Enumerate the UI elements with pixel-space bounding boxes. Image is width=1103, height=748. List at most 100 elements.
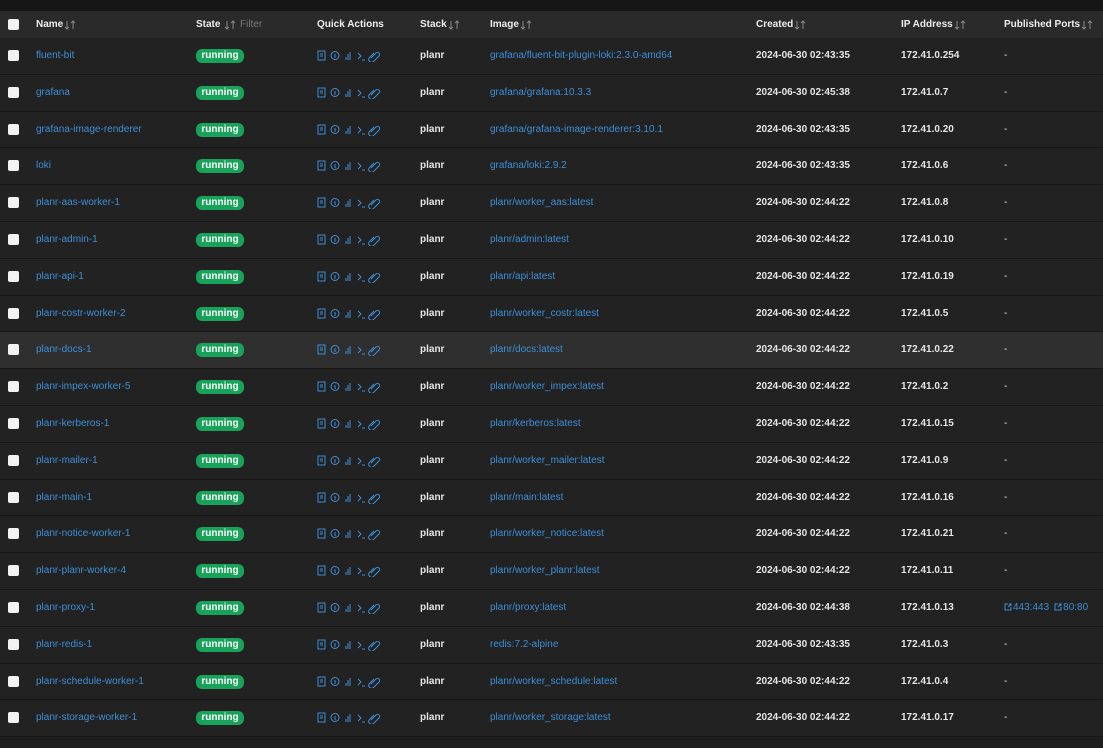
- quick-action-icons[interactable]: [317, 528, 381, 541]
- image[interactable]: planr/worker_impex:latest: [490, 381, 604, 393]
- row-checkbox[interactable]: [8, 491, 19, 503]
- image[interactable]: planr/api:latest: [490, 270, 556, 282]
- row-checkbox[interactable]: [8, 270, 19, 282]
- quick-action-icons[interactable]: [317, 160, 381, 173]
- image[interactable]: planr/worker_storage:latest: [490, 712, 611, 724]
- row-checkbox[interactable]: [8, 86, 19, 98]
- row-checkbox[interactable]: [8, 418, 19, 429]
- ports-header[interactable]: Published Ports: [1004, 19, 1081, 30]
- select-all-checkbox[interactable]: [8, 19, 19, 30]
- container-name[interactable]: planr-proxy-1: [36, 602, 95, 613]
- container-name[interactable]: planr-mailer-1: [36, 454, 98, 466]
- quick-action-icons[interactable]: [317, 418, 381, 430]
- container-name[interactable]: planr-admin-1: [36, 234, 98, 245]
- container-name[interactable]: planr-api-1: [36, 270, 84, 282]
- image[interactable]: planr/worker_notice:latest: [490, 528, 604, 540]
- image[interactable]: redis:7.2-alpine: [490, 638, 559, 650]
- external-link-icon: [1054, 603, 1062, 611]
- row-checkbox[interactable]: [8, 234, 19, 245]
- quick-action-icons[interactable]: [317, 271, 381, 283]
- created: 2024-06-30 02:44:22: [756, 381, 850, 393]
- quick-action-icons[interactable]: [317, 712, 381, 725]
- quick-action-icons[interactable]: [317, 344, 381, 357]
- sort-icon[interactable]: [224, 20, 236, 30]
- published-port[interactable]: 443:443: [1013, 602, 1050, 613]
- container-name[interactable]: loki: [36, 160, 52, 172]
- image[interactable]: planr/admin:latest: [490, 234, 569, 245]
- ip-header[interactable]: IP Address: [901, 19, 953, 30]
- row-checkbox[interactable]: [8, 454, 19, 466]
- created: 2024-06-30 02:44:22: [756, 454, 850, 466]
- quick-action-icons[interactable]: [317, 676, 381, 688]
- container-name[interactable]: planr-planr-worker-4: [36, 565, 127, 577]
- image[interactable]: planr/docs:latest: [490, 344, 563, 356]
- quick-action-icons[interactable]: [317, 455, 381, 467]
- image[interactable]: planr/main:latest: [490, 491, 564, 503]
- container-name[interactable]: planr-schedule-worker-1: [36, 675, 144, 687]
- container-name[interactable]: planr-impex-worker-5: [36, 381, 131, 393]
- quick-action-icons[interactable]: [317, 50, 381, 62]
- row-checkbox[interactable]: [8, 123, 19, 135]
- image[interactable]: planr/worker_aas:latest: [490, 197, 594, 209]
- quick-action-icons[interactable]: [317, 234, 381, 246]
- quick-action-icons[interactable]: [317, 87, 381, 99]
- image[interactable]: planr/kerberos:latest: [490, 418, 581, 429]
- container-name[interactable]: grafana: [36, 86, 70, 98]
- container-name[interactable]: grafana-image-renderer: [36, 123, 142, 135]
- state-filter[interactable]: Filter: [240, 19, 263, 30]
- container-name[interactable]: planr-kerberos-1: [36, 418, 110, 429]
- container-name[interactable]: planr-docs-1: [36, 344, 92, 356]
- table-row: planr-admin-1 running planr planr/admin:lat…: [0, 222, 1103, 259]
- image[interactable]: grafana/grafana:10.3.3: [490, 86, 592, 98]
- state-header[interactable]: State: [196, 19, 221, 30]
- quick-action-icons[interactable]: [317, 197, 381, 210]
- published-port[interactable]: 80:80: [1063, 602, 1089, 613]
- row-checkbox[interactable]: [8, 307, 19, 319]
- image[interactable]: grafana/fluent-bit-plugin-loki:2.3.0-amd…: [490, 50, 673, 61]
- sort-icon[interactable]: [954, 20, 966, 30]
- quick-action-icons[interactable]: [317, 492, 381, 504]
- row-checkbox[interactable]: [8, 528, 19, 540]
- sort-icon[interactable]: [448, 20, 460, 30]
- quick-action-icons[interactable]: [317, 124, 381, 136]
- sort-icon[interactable]: [64, 20, 76, 30]
- image[interactable]: planr/proxy:latest: [490, 602, 567, 613]
- created-header[interactable]: Created: [756, 19, 794, 30]
- row-checkbox[interactable]: [8, 381, 19, 393]
- image[interactable]: grafana/grafana-image-renderer:3.10.1: [490, 123, 663, 135]
- row-checkbox[interactable]: [8, 160, 19, 172]
- image[interactable]: planr/worker_mailer:latest: [490, 454, 605, 466]
- row-checkbox[interactable]: [8, 50, 19, 61]
- container-name[interactable]: planr-main-1: [36, 491, 93, 503]
- container-name[interactable]: planr-notice-worker-1: [36, 528, 131, 540]
- container-name[interactable]: planr-redis-1: [36, 638, 93, 650]
- image-header[interactable]: Image: [490, 19, 519, 30]
- sort-icon[interactable]: [794, 20, 806, 30]
- row-checkbox[interactable]: [8, 602, 19, 613]
- sort-icon[interactable]: [1081, 20, 1093, 30]
- quick-action-icons[interactable]: [317, 602, 381, 614]
- container-name[interactable]: planr-costr-worker-2: [36, 307, 126, 319]
- image[interactable]: planr/worker_planr:latest: [490, 565, 600, 577]
- state-badge: running: [196, 233, 244, 247]
- image[interactable]: planr/worker_costr:latest: [490, 307, 599, 319]
- sort-icon[interactable]: [520, 20, 532, 30]
- quick-action-icons[interactable]: [317, 308, 381, 320]
- row-checkbox[interactable]: [8, 675, 19, 687]
- container-name[interactable]: planr-aas-worker-1: [36, 197, 120, 209]
- row-checkbox[interactable]: [8, 197, 19, 209]
- container-name[interactable]: planr-storage-worker-1: [36, 712, 138, 724]
- container-name[interactable]: fluent-bit: [36, 50, 75, 61]
- row-checkbox[interactable]: [8, 638, 19, 650]
- state-badge: running: [196, 159, 244, 174]
- name-header[interactable]: Name: [36, 19, 64, 30]
- stack-header[interactable]: Stack: [420, 19, 447, 30]
- row-checkbox[interactable]: [8, 565, 19, 577]
- quick-action-icons[interactable]: [317, 381, 381, 394]
- quick-action-icons[interactable]: [317, 565, 381, 578]
- row-checkbox[interactable]: [8, 344, 19, 356]
- quick-action-icons[interactable]: [317, 639, 381, 651]
- image[interactable]: planr/worker_schedule:latest: [490, 675, 618, 687]
- row-checkbox[interactable]: [8, 712, 19, 724]
- image[interactable]: grafana/loki:2.9.2: [490, 160, 567, 172]
